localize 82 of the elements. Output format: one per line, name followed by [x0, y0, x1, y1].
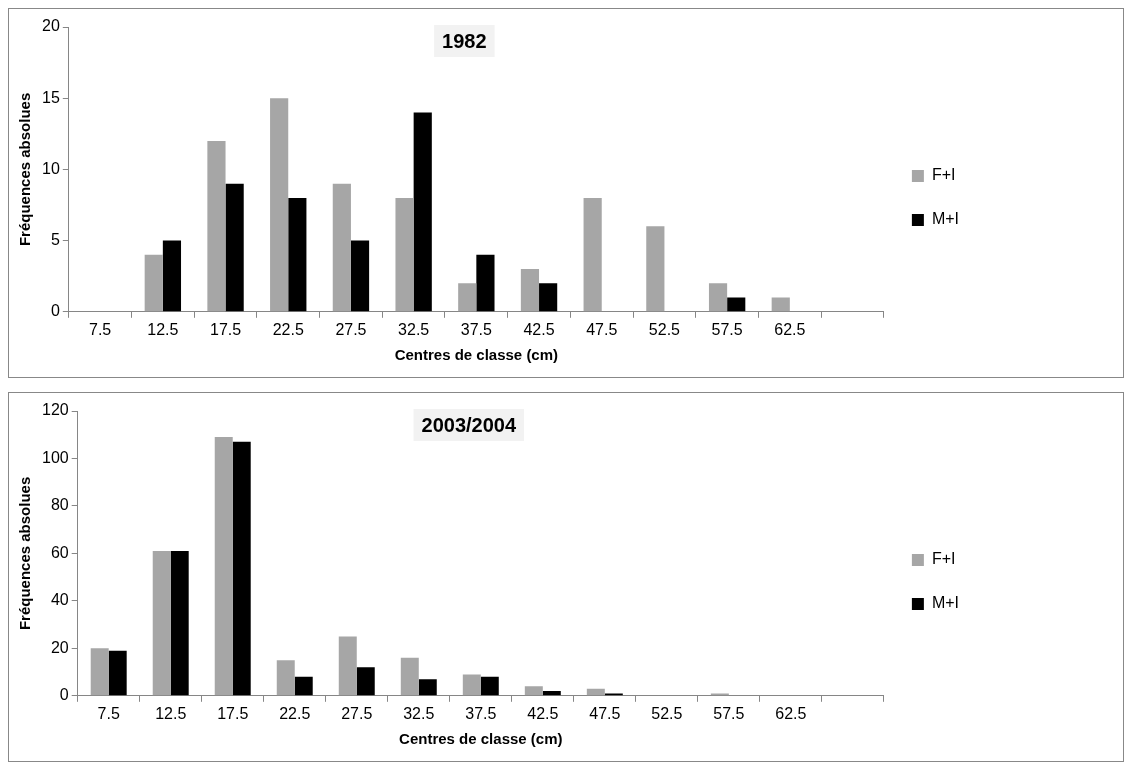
x-tick-label: 12.5: [155, 704, 187, 722]
x-tick-label: 17.5: [217, 704, 249, 722]
y-tick-label: 120: [41, 401, 69, 419]
bar: [458, 283, 477, 312]
y-tick-label: 100: [41, 448, 69, 466]
bar: [288, 197, 307, 312]
bar: [476, 254, 495, 312]
y-axis-title: Fréquences absolues: [16, 92, 34, 247]
bar: [225, 183, 244, 312]
y-tick-label: 80: [50, 496, 69, 514]
y-axis-title: Fréquences absolues: [16, 476, 34, 631]
bar: [108, 650, 127, 696]
bar: [270, 98, 289, 312]
x-axis-title: Centres de classe (cm): [399, 730, 563, 748]
bar: [162, 240, 182, 312]
bar: [539, 283, 558, 312]
x-tick-label: 12.5: [147, 320, 179, 338]
x-tick-label: 7.5: [89, 320, 112, 338]
legend-label: M+I: [931, 594, 960, 612]
x-tick-label: 47.5: [589, 704, 621, 722]
x-tick-label: 27.5: [341, 704, 373, 722]
bar: [170, 551, 189, 696]
bar: [395, 197, 414, 312]
y-tick-label: 0: [50, 302, 60, 320]
bar: [524, 686, 543, 696]
bar: [418, 679, 437, 696]
bar: [583, 197, 602, 312]
y-tick-label: 60: [50, 543, 69, 561]
bar: [520, 269, 540, 312]
chart-title: 2003/2004: [421, 413, 517, 436]
x-tick-label: 62.5: [774, 320, 806, 338]
x-tick-label: 42.5: [527, 704, 559, 722]
x-axis-title: Centres de classe (cm): [394, 346, 559, 364]
bar: [708, 283, 728, 312]
y-tick-label: 5: [50, 231, 60, 249]
x-tick-label: 22.5: [272, 320, 304, 338]
bar: [727, 297, 746, 312]
bar: [152, 551, 171, 696]
x-tick-label: 22.5: [279, 704, 311, 722]
bar: [462, 674, 481, 696]
x-tick-label: 32.5: [403, 704, 435, 722]
y-tick-label: 0: [59, 686, 69, 704]
bar: [646, 226, 665, 312]
bar: [207, 140, 226, 312]
chart-title: 1982: [442, 29, 487, 52]
x-tick-label: 17.5: [209, 320, 242, 338]
y-tick-label: 15: [42, 88, 60, 106]
x-tick-label: 7.5: [97, 704, 120, 722]
bar: [480, 676, 499, 696]
legend-label: M+I: [931, 210, 960, 228]
bar: [214, 437, 233, 696]
y-tick-label: 10: [42, 159, 60, 177]
x-tick-label: 37.5: [465, 704, 497, 722]
bar: [144, 254, 163, 312]
bar: [542, 691, 561, 696]
x-tick-label: 57.5: [711, 320, 743, 338]
x-tick-label: 32.5: [398, 320, 430, 338]
bar: [90, 648, 109, 696]
legend-label: F+I: [931, 166, 956, 184]
x-tick-label: 62.5: [775, 704, 807, 722]
x-tick-label: 47.5: [586, 320, 618, 338]
x-tick-label: 27.5: [335, 320, 367, 338]
bar: [400, 657, 419, 696]
y-tick-label: 20: [42, 17, 60, 35]
x-tick-label: 37.5: [460, 320, 493, 338]
bar: [338, 636, 357, 696]
bar: [232, 441, 251, 696]
bar: [771, 297, 790, 312]
x-tick-label: 52.5: [648, 320, 681, 338]
bar: [356, 667, 375, 696]
bar: [276, 660, 295, 696]
bar: [294, 676, 313, 696]
x-tick-label: 52.5: [651, 704, 683, 722]
legend-label: F+I: [931, 550, 956, 568]
bar: [586, 688, 605, 696]
x-tick-label: 42.5: [523, 320, 555, 338]
bar: [350, 240, 370, 312]
y-tick-label: 40: [50, 591, 69, 609]
x-tick-label: 57.5: [713, 704, 745, 722]
y-tick-label: 20: [50, 638, 69, 656]
bar: [413, 112, 432, 312]
bar: [332, 183, 351, 312]
